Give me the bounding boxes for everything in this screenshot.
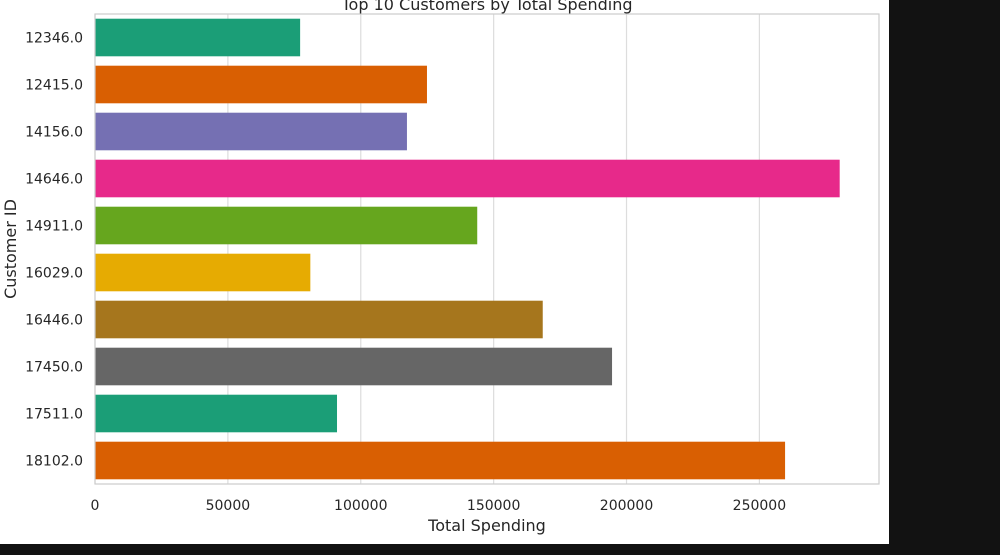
x-tick-label: 150000 xyxy=(467,498,520,514)
y-tick-label: 18102.0 xyxy=(25,454,83,470)
chart-title: Top 10 Customers by Total Spending xyxy=(340,0,632,14)
bars xyxy=(95,18,840,480)
y-tick-label: 14646.0 xyxy=(25,172,83,188)
bar xyxy=(95,441,786,480)
y-tick-label: 14156.0 xyxy=(25,125,83,141)
y-tick-label: 12415.0 xyxy=(25,78,83,94)
y-axis-label: Customer ID xyxy=(1,199,20,299)
y-tick-label: 12346.0 xyxy=(25,31,83,47)
y-tick-label: 17450.0 xyxy=(25,360,83,376)
bar xyxy=(95,112,407,151)
y-tick-label: 16446.0 xyxy=(25,313,83,329)
x-axis-label: Total Spending xyxy=(427,516,546,535)
bar xyxy=(95,206,478,245)
x-tick-label: 100000 xyxy=(334,498,387,514)
bar xyxy=(95,300,543,339)
y-tick-label: 14911.0 xyxy=(25,219,83,235)
bar xyxy=(95,159,840,198)
bar xyxy=(95,253,311,292)
bar xyxy=(95,18,301,57)
x-tick-label: 250000 xyxy=(733,498,786,514)
chart-figure: 0 50000 100000 150000 200000 250000 12346.0 124… xyxy=(0,0,889,544)
bar xyxy=(95,394,338,433)
bar xyxy=(95,347,613,386)
x-tick-label: 200000 xyxy=(600,498,653,514)
axes: 0 50000 100000 150000 200000 250000 12346.0 124… xyxy=(25,13,880,514)
x-tick-label: 0 xyxy=(91,498,100,514)
plot-frame xyxy=(94,13,880,485)
x-tick-label: 50000 xyxy=(206,498,251,514)
y-tick-label: 16029.0 xyxy=(25,266,83,282)
bar xyxy=(95,65,427,104)
bar-chart: 0 50000 100000 150000 200000 250000 12346.0 124… xyxy=(1,0,880,535)
y-tick-label: 17511.0 xyxy=(25,407,83,423)
